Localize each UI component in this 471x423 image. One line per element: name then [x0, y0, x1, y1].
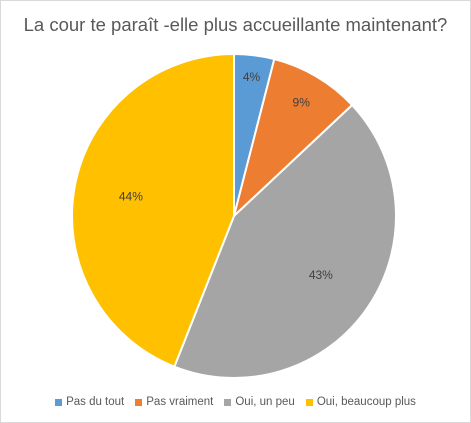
legend-swatch-3	[305, 398, 313, 406]
pie-slice-1	[233, 58, 354, 217]
legend-label-2: Oui, un peu	[235, 396, 295, 408]
slice-data-label-2: 43%	[309, 268, 333, 282]
slice-data-label-1: 9%	[293, 95, 311, 109]
legend-swatch-2	[224, 398, 232, 406]
legend-item-1: Pas vraiment	[135, 396, 213, 408]
legend-item-2: Oui, un peu	[224, 396, 295, 408]
slice-data-label-0: 4%	[243, 70, 261, 84]
legend-swatch-1	[135, 398, 143, 406]
legend-label-0: Pas du tout	[66, 396, 125, 408]
chart-title: La cour te paraît -elle plus accueillant…	[23, 14, 448, 35]
legend-label-1: Pas vraiment	[146, 396, 214, 408]
legend-swatch-0	[55, 398, 63, 406]
pie-slice-2	[173, 104, 397, 379]
legend-label-3: Oui, beaucoup plus	[316, 396, 416, 408]
chart-legend: Pas du tout Pas vraiment Oui, un peu Oui, b…	[0, 396, 471, 408]
legend-item-0: Pas du tout	[55, 396, 124, 408]
slice-data-label-3: 44%	[119, 189, 143, 203]
pie-slice-3	[71, 53, 235, 368]
legend-item-3: Oui, beaucoup plus	[305, 396, 416, 408]
